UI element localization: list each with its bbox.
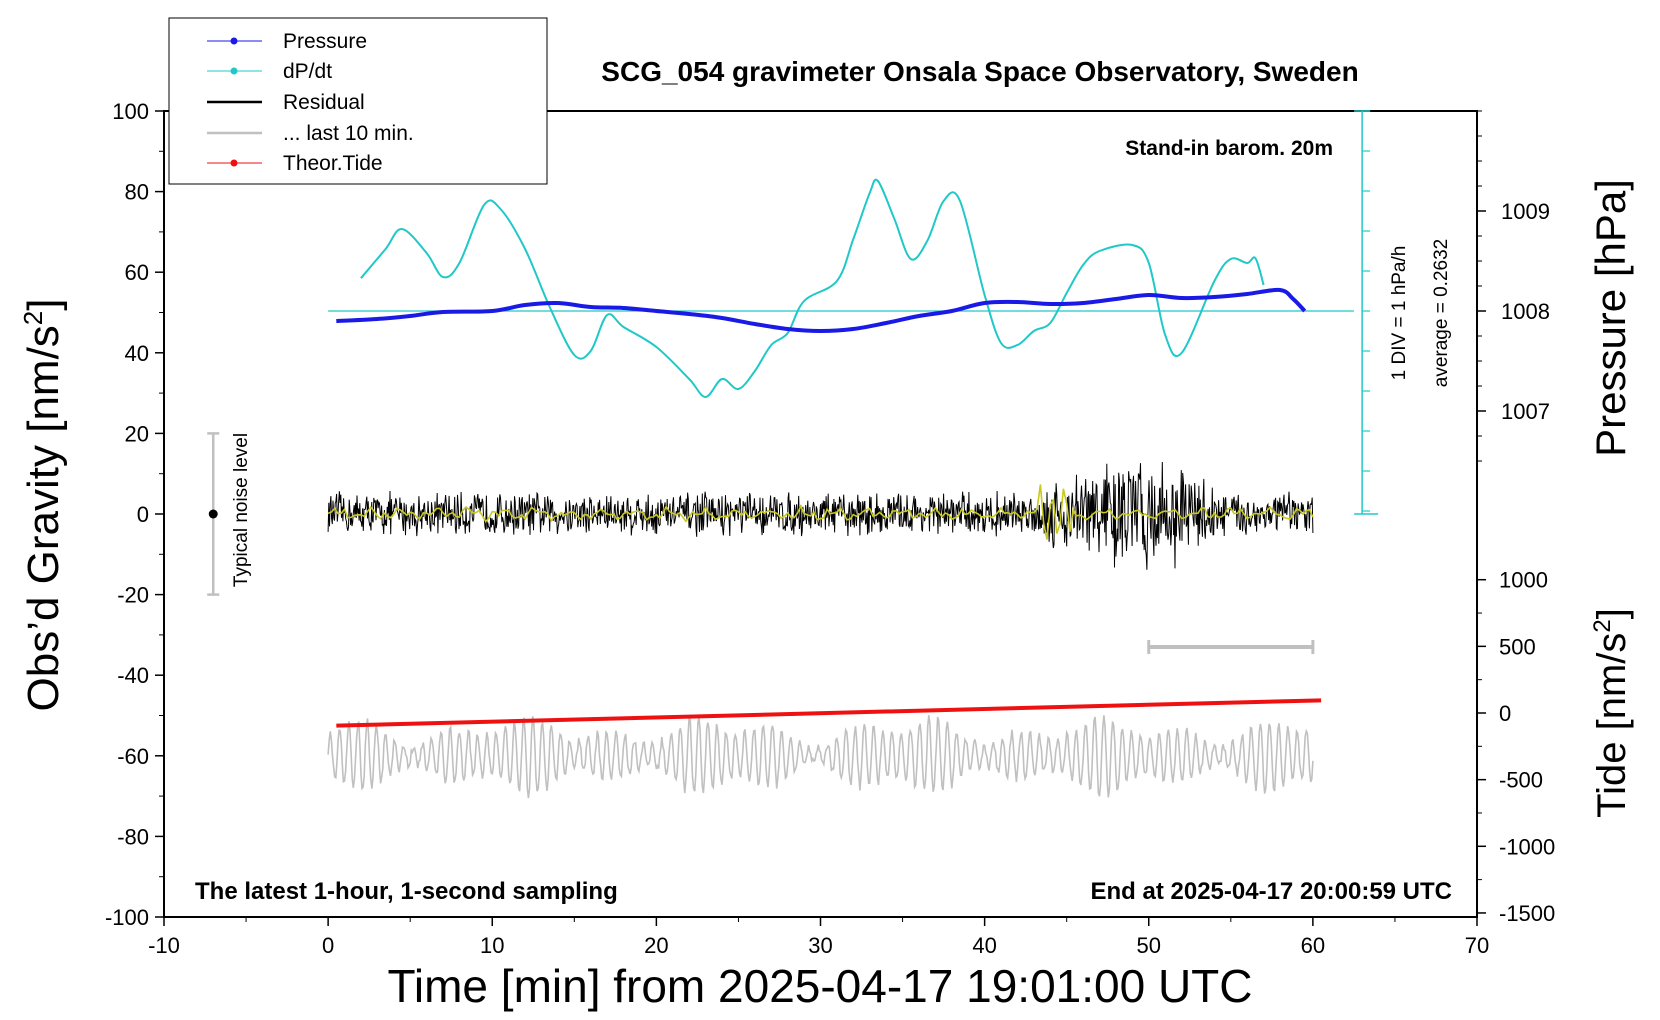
- y-axis-gravity: 100 80 60 40 20 0 -20 -40 -60 -80 -100: [105, 99, 164, 930]
- legend-item-tide: Theor.Tide: [207, 152, 383, 175]
- x-tick-label: 30: [808, 933, 832, 958]
- pressure-line: [336, 287, 1307, 334]
- tide-tick-label: -1000: [1499, 834, 1555, 859]
- y-tick-label: -100: [105, 905, 149, 930]
- average-note: average = 0.2632: [1431, 239, 1452, 387]
- y-axis-label: Obs’d Gravity [nm/s2]: [18, 298, 68, 711]
- tide-tick-label: -500: [1499, 768, 1543, 793]
- noise-level-label: Typical noise level: [231, 433, 252, 587]
- last10-line: [327, 715, 1314, 799]
- svg-text:Pressure: Pressure: [283, 30, 367, 53]
- noise-point: [208, 509, 218, 519]
- x-tick-label: 50: [1137, 933, 1161, 958]
- legend-item-residual: Residual: [207, 91, 365, 114]
- x-tick-label: 70: [1465, 933, 1489, 958]
- pressure-tick-label: 1009: [1501, 199, 1550, 224]
- y-tick-label: -40: [117, 663, 149, 688]
- legend-marker-tide: [230, 159, 238, 167]
- y-tick-label: 100: [112, 99, 149, 124]
- y-tick-label: 80: [125, 180, 149, 205]
- y-tick-label: 40: [125, 341, 149, 366]
- series-layer: [207, 178, 1354, 799]
- legend-marker-dpdt: [230, 67, 238, 75]
- bottom-right-note: End at 2025-04-17 20:00:59 UTC: [1091, 878, 1453, 905]
- y-tick-label: 60: [125, 260, 149, 285]
- y-axis-tide: 1000 500 0 -500 -1000 -1500: [1477, 568, 1555, 926]
- x-tick-label: 20: [644, 933, 668, 958]
- x-axis-label: Time [min] from 2025-04-17 19:01:00 UTC: [388, 960, 1253, 1012]
- svg-text:Theor.Tide: Theor.Tide: [283, 152, 383, 175]
- y-axis-label-sup: 2: [18, 311, 48, 325]
- legend-item-last10: ... last 10 min.: [207, 122, 414, 145]
- tide-tick-label: 500: [1499, 634, 1536, 659]
- tide-tick-label: 0: [1499, 701, 1511, 726]
- x-tick-label: 0: [322, 933, 334, 958]
- dpdt-line: [360, 178, 1265, 399]
- barometer-note: Stand-in barom. 20m: [1125, 137, 1333, 160]
- legend-marker-pressure: [230, 37, 238, 45]
- tide-line: [336, 698, 1322, 728]
- bottom-left-note: The latest 1-hour, 1-second sampling: [195, 878, 618, 905]
- pressure-tick-label: 1008: [1501, 299, 1550, 324]
- tide-tick-label: 1000: [1499, 568, 1548, 593]
- tide-axis-label-sup: 2: [1589, 619, 1616, 632]
- legend-item-pressure: Pressure: [207, 30, 367, 53]
- x-tick-label: 60: [1301, 933, 1325, 958]
- svg-text:Residual: Residual: [283, 91, 365, 114]
- x-tick-label: 10: [480, 933, 504, 958]
- y-tick-label: -60: [117, 744, 149, 769]
- pressure-axis-label: Pressure [hPa]: [1587, 179, 1634, 457]
- x-tick-label: 40: [972, 933, 996, 958]
- y-tick-label: 0: [137, 502, 149, 527]
- tide-tick-label: -1500: [1499, 901, 1555, 926]
- dpdt-scale-bar: [1354, 110, 1379, 515]
- chart-title: SCG_054 gravimeter Onsala Space Observat…: [601, 56, 1358, 87]
- legend: Pressure dP/dt Residual ... last 10 min.…: [168, 17, 548, 185]
- y-axis-pressure: 1009 1008 1007: [1477, 110, 1550, 462]
- svg-text:dP/dt: dP/dt: [283, 60, 332, 83]
- pressure-tick-label: 1007: [1501, 399, 1550, 424]
- residual-smoothed-line: [327, 484, 1314, 540]
- x-axis: -10 0 10 20 30 40 50 60 70: [148, 917, 1489, 958]
- tide-axis-label-close: ]: [1590, 608, 1634, 619]
- tide-axis-label-text: Tide [nm/s: [1590, 633, 1634, 818]
- y-axis-label-text: Obs’d Gravity [nm/s: [19, 325, 68, 711]
- x-tick-label: -10: [148, 933, 180, 958]
- y-tick-label: 20: [125, 421, 149, 446]
- y-tick-label: -20: [117, 583, 149, 608]
- div-note: 1 DIV = 1 hPa/h: [1389, 246, 1410, 381]
- residual-line: [327, 461, 1314, 570]
- tide-axis-label: Tide [nm/s2]: [1589, 608, 1634, 818]
- y-axis-label-close: ]: [19, 298, 68, 310]
- legend-item-dpdt: dP/dt: [207, 60, 332, 83]
- y-tick-label: -80: [117, 824, 149, 849]
- svg-text:... last 10 min.: ... last 10 min.: [283, 122, 414, 145]
